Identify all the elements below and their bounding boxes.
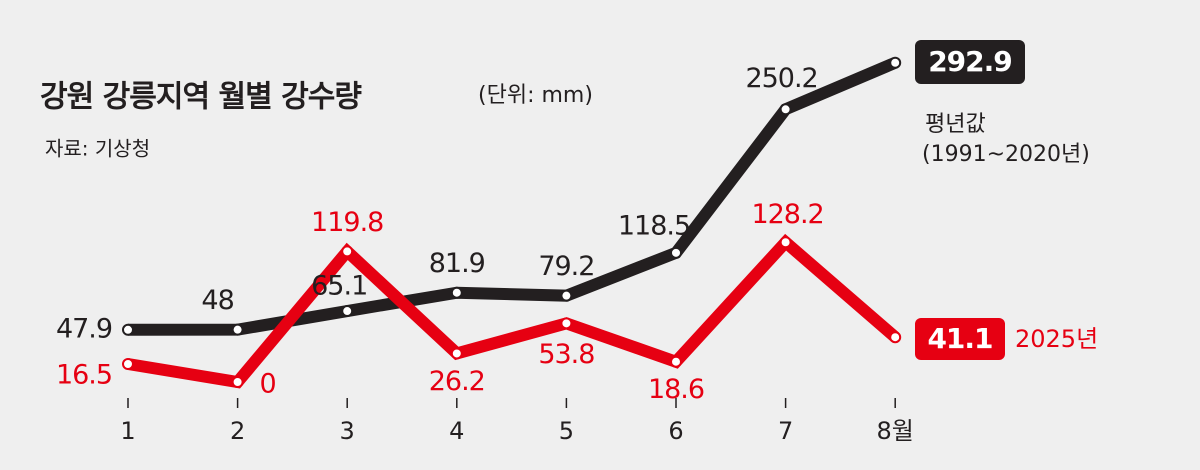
x-tick-label: 6 (668, 417, 683, 445)
data-label: 53.8 (538, 339, 594, 370)
point (231, 376, 244, 388)
point (889, 56, 902, 69)
x-tick-label: 1 (120, 417, 135, 445)
point (341, 305, 354, 318)
data-label: 292.9 (928, 45, 1012, 78)
point (231, 323, 244, 336)
data-label: 48 (201, 285, 233, 316)
chart-title: 강원 강릉지역 월별 강수량 (40, 80, 362, 115)
series-line (127, 233, 900, 389)
point (122, 323, 134, 336)
data-label: 118.5 (618, 210, 690, 241)
source: 자료: 기상청 (45, 137, 150, 161)
data-label: 47.9 (56, 313, 112, 344)
data-label: 41.1 (927, 322, 992, 355)
legend-label: 평년값 (925, 112, 986, 137)
x-tick-label: 2 (230, 417, 245, 445)
legend-period: (1991~2020년) (922, 142, 1090, 167)
data-label: 18.6 (648, 374, 704, 405)
data-label: 26.2 (429, 366, 485, 397)
x-tick-label: 3 (340, 417, 355, 445)
point (779, 103, 792, 116)
point (341, 245, 354, 258)
data-label: 119.8 (311, 207, 383, 238)
unit: (단위: mm) (478, 83, 593, 108)
point (670, 246, 682, 259)
point (450, 347, 463, 360)
point (122, 358, 134, 371)
legend-label: 2025년 (1015, 325, 1098, 353)
point (889, 331, 902, 344)
x-tick-label: 8월 (877, 417, 914, 445)
x-tick-label: 7 (778, 417, 793, 445)
point (450, 286, 463, 299)
point (779, 236, 792, 249)
series-line (127, 57, 898, 336)
data-label: 81.9 (429, 248, 485, 279)
data-label: 79.2 (538, 251, 594, 282)
value-box (915, 40, 1025, 84)
value-box (915, 318, 1005, 360)
data-label: 0 (260, 369, 276, 400)
data-label: 65.1 (311, 271, 367, 302)
point (560, 289, 573, 302)
data-label: 16.5 (56, 360, 112, 391)
x-tick-label: 5 (559, 417, 574, 445)
data-label: 250.2 (745, 63, 817, 94)
point (560, 317, 573, 330)
x-tick-label: 4 (449, 417, 464, 445)
point (670, 355, 682, 368)
data-label: 128.2 (751, 199, 823, 230)
